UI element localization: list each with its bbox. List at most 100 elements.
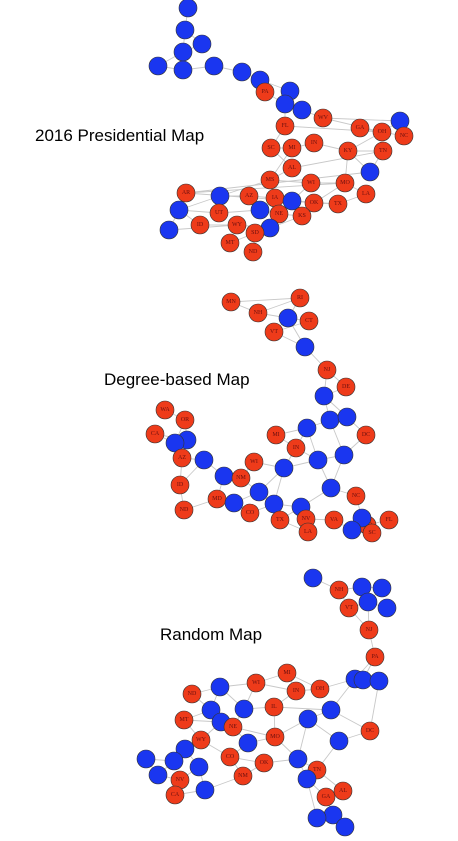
node-circle <box>223 717 243 737</box>
node-circle <box>174 710 194 730</box>
degree-node <box>342 520 362 540</box>
random-node <box>201 700 221 720</box>
node-label: NM <box>238 773 248 779</box>
random-node <box>195 780 215 800</box>
presidential-node <box>173 60 193 80</box>
node-circle <box>329 731 349 751</box>
presidential-node-ut: UT <box>209 203 229 223</box>
presidential-node-ar: AR <box>176 183 196 203</box>
node-label: RI <box>297 295 303 301</box>
node-label: WV <box>318 115 329 121</box>
node-circle <box>324 510 344 530</box>
presidential-node-al: AL <box>282 158 302 178</box>
node-circle <box>275 94 295 114</box>
degree-node-sc: SC <box>362 523 382 543</box>
node-circle <box>176 183 196 203</box>
random-node <box>329 731 349 751</box>
presidential-network: PA WV FL OH NC GA SC MI IN KY TN AL MS WI MO AR LA AZ IA OK… <box>148 0 414 262</box>
node-label: MO <box>340 180 350 186</box>
degree-node-va: VA <box>324 510 344 530</box>
random-node-wy: WY <box>191 730 211 750</box>
random-node <box>136 749 156 769</box>
presidential-node-tx: TX <box>328 194 348 214</box>
presidential-node-sd: SD <box>245 223 265 243</box>
node-label: NE <box>229 724 237 730</box>
presidential-node-nc: NC <box>394 126 414 146</box>
node-circle <box>317 360 337 380</box>
node-circle <box>269 204 289 224</box>
random-node-ne: NE <box>223 717 243 737</box>
random-node-ga: GA <box>316 787 336 807</box>
node-circle <box>359 620 379 640</box>
node-circle <box>189 757 209 777</box>
random-node <box>298 709 318 729</box>
node-circle <box>175 739 195 759</box>
degree-node-md: MD <box>207 489 227 509</box>
node-label: IN <box>293 688 300 694</box>
degree-node <box>337 407 357 427</box>
node-circle <box>288 749 308 769</box>
node-circle <box>270 510 290 530</box>
node-circle <box>278 308 298 328</box>
node-label: NJ <box>366 627 373 633</box>
node-label: ND <box>180 507 189 513</box>
presidential-node-oh: OH <box>372 122 392 142</box>
random-map-panel: NH VT NJ PA MI WI IN OH ND MT IL DC WY NE MO CO OK TN NM NV… <box>0 565 458 841</box>
node-label: AZ <box>245 193 253 199</box>
node-label: MI <box>288 145 295 151</box>
presidential-node <box>282 191 302 211</box>
node-circle <box>336 377 356 397</box>
node-circle <box>303 568 323 588</box>
random-map-title: Random Map <box>160 625 263 644</box>
node-circle <box>155 400 175 420</box>
node-circle <box>148 765 168 785</box>
node-circle <box>175 20 195 40</box>
node-circle <box>342 520 362 540</box>
node-circle <box>377 598 397 618</box>
node-label: FL <box>385 517 392 523</box>
node-circle <box>227 215 247 235</box>
presidential-node-ok: OK <box>304 193 324 213</box>
random-node <box>358 592 378 612</box>
degree-node <box>295 337 315 357</box>
random-node <box>321 700 341 720</box>
degree-node-wi: WI <box>244 452 264 472</box>
node-circle <box>379 510 399 530</box>
node-label: OK <box>310 200 319 206</box>
node-circle <box>304 193 324 213</box>
node-circle <box>145 424 165 444</box>
degree-map-title: Degree-based Map <box>104 370 250 389</box>
random-node <box>238 733 258 753</box>
random-node-nm: NM <box>233 766 253 786</box>
presidential-node <box>292 100 312 120</box>
node-circle <box>329 580 349 600</box>
random-node <box>189 757 209 777</box>
node-circle <box>362 523 382 543</box>
random-node <box>175 739 195 759</box>
node-label: TN <box>379 148 388 154</box>
node-label: VT <box>345 605 353 611</box>
node-circle <box>240 503 260 523</box>
node-label: OH <box>378 129 387 135</box>
node-circle <box>175 410 195 430</box>
node-circle <box>301 173 321 193</box>
node-circle <box>274 458 294 478</box>
random-node <box>307 808 327 828</box>
random-node <box>372 578 392 598</box>
node-label: AL <box>339 788 347 794</box>
node-label: NJ <box>324 367 331 373</box>
node-circle <box>169 200 189 220</box>
node-circle <box>255 82 275 102</box>
random-node-nd: ND <box>182 684 202 704</box>
degree-node <box>278 308 298 328</box>
presidential-node <box>178 0 198 18</box>
node-label: IN <box>311 140 318 146</box>
node-circle <box>250 200 270 220</box>
degree-node-or: OR <box>175 410 195 430</box>
node-circle <box>233 766 253 786</box>
node-circle <box>244 452 264 472</box>
node-label: MT <box>180 717 189 723</box>
random-network: NH VT NJ PA MI WI IN OH ND MT IL DC WY NE MO CO OK TN NM NV… <box>136 568 397 837</box>
node-label: WI <box>307 180 315 186</box>
degree-node <box>297 418 317 438</box>
